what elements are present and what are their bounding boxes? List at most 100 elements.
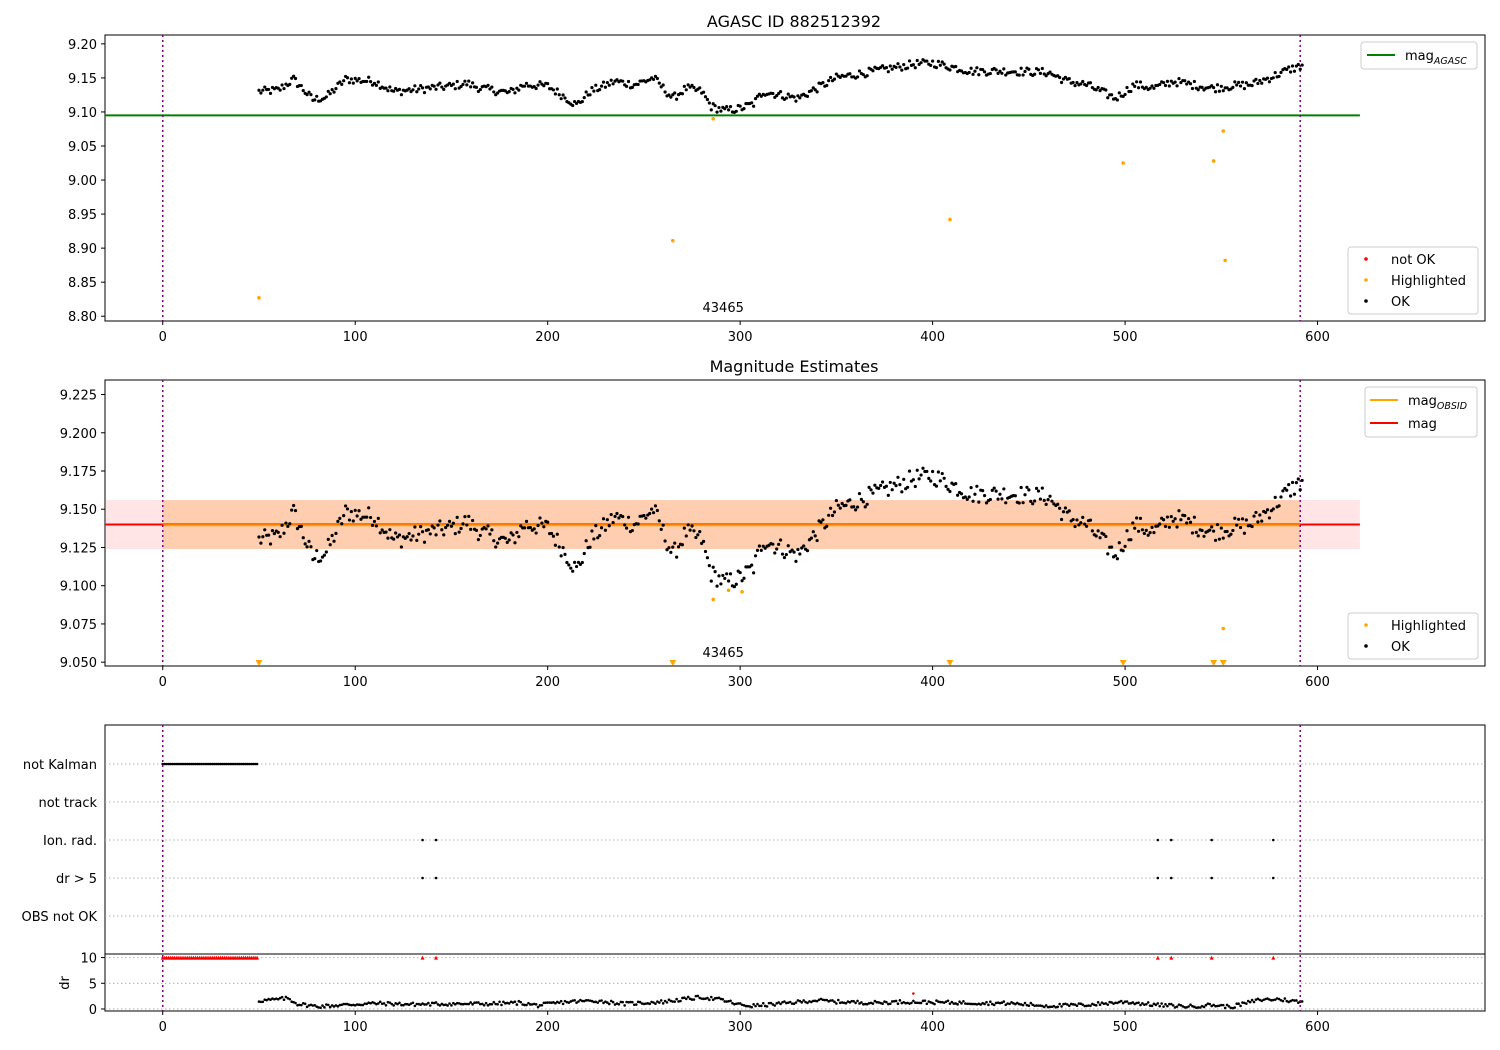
- ok-point: [324, 95, 328, 99]
- ok-point: [490, 85, 494, 89]
- dr-point: [817, 998, 821, 1002]
- ok-point: [365, 79, 369, 84]
- ok-point: [1289, 494, 1293, 498]
- ok-point: [703, 95, 708, 99]
- dr-point: [484, 1001, 488, 1005]
- dr-point: [1110, 1001, 1113, 1004]
- ok-point: [409, 538, 413, 542]
- dr-point: [1189, 1003, 1192, 1006]
- ok-point: [447, 81, 452, 85]
- ok-point: [557, 93, 561, 97]
- ok-point: [738, 570, 742, 575]
- ok-point: [419, 84, 423, 88]
- ok-point: [1079, 82, 1083, 86]
- ok-point: [971, 72, 975, 76]
- dr-point: [261, 1000, 265, 1004]
- ok-point: [763, 546, 767, 550]
- clipped-highlight-marker: [946, 660, 954, 666]
- dr-point: [604, 1000, 607, 1003]
- dr-point: [989, 1000, 992, 1004]
- flag-point: [1156, 838, 1160, 842]
- ok-point: [1044, 74, 1048, 78]
- ok-point: [290, 76, 294, 80]
- ok-point: [1263, 510, 1268, 515]
- ok-point: [326, 537, 330, 542]
- panel-agasc: AGASC ID 882512392 0 100 200 300 400 500 600 8.…: [68, 12, 1486, 345]
- ok-point: [827, 78, 831, 83]
- ok-point: [880, 480, 885, 484]
- ok-point: [415, 90, 419, 94]
- ok-point: [1123, 544, 1127, 548]
- ok-point: [299, 83, 303, 88]
- y-tick-label: 0: [89, 1003, 97, 1018]
- ok-point: [713, 569, 717, 574]
- dr-point: [546, 1001, 549, 1004]
- dr-point: [1014, 1002, 1017, 1006]
- ok-point: [599, 84, 604, 88]
- ok-point: [351, 519, 355, 523]
- ok-point: [509, 531, 513, 535]
- dr-point: [1008, 1002, 1011, 1006]
- ok-point: [690, 524, 694, 528]
- ok-point: [1088, 81, 1093, 85]
- flag-point: [198, 762, 201, 766]
- ok-point: [453, 532, 457, 536]
- ok-point: [584, 90, 588, 94]
- ok-point: [992, 486, 996, 490]
- ok-point: [1196, 88, 1200, 92]
- dr-point: [700, 997, 703, 1000]
- dr-point: [609, 999, 613, 1003]
- ok-point: [661, 523, 665, 527]
- ok-point: [1023, 493, 1027, 497]
- ok-point: [896, 62, 900, 66]
- ok-point: [369, 515, 373, 520]
- dr-point: [348, 1003, 351, 1007]
- ok-point: [484, 527, 488, 531]
- legend-swatch-dot: [1364, 644, 1368, 648]
- dr-point: [888, 1002, 892, 1006]
- ok-point: [447, 519, 452, 523]
- legend-label: mag: [1408, 417, 1437, 432]
- dr-point: [919, 1001, 923, 1005]
- ok-point: [1287, 65, 1291, 69]
- ok-point: [1185, 82, 1189, 86]
- ok-point: [324, 550, 328, 554]
- ok-point: [293, 76, 298, 81]
- ok-point: [1260, 81, 1264, 85]
- ok-point: [611, 82, 615, 86]
- ok-point: [330, 533, 334, 538]
- dr-point: [1187, 1005, 1190, 1008]
- ok-point: [1144, 85, 1148, 89]
- dr-point: [921, 999, 925, 1003]
- dr-point: [1233, 1006, 1237, 1009]
- dr-point: [280, 995, 284, 999]
- ok-point: [1163, 83, 1168, 88]
- ok-point: [802, 544, 806, 548]
- dr-point: [294, 1001, 297, 1005]
- ok-point: [709, 108, 713, 112]
- ok-point: [1279, 70, 1283, 75]
- flag-point: [184, 762, 188, 766]
- ok-point: [513, 91, 517, 95]
- dr-point: [1158, 1004, 1162, 1008]
- flag-point: [211, 762, 215, 766]
- dr-point: [994, 1001, 998, 1005]
- legend-box: [1347, 612, 1479, 660]
- ok-point: [829, 506, 833, 510]
- dr-point: [667, 998, 671, 1002]
- dr-point: [1027, 1004, 1031, 1008]
- ok-point: [1067, 77, 1071, 81]
- dr-point: [806, 1001, 809, 1005]
- dr-point: [971, 1002, 975, 1006]
- ok-point: [517, 535, 521, 539]
- ok-point: [471, 81, 475, 85]
- ok-point: [1210, 525, 1214, 529]
- ok-point: [921, 466, 925, 470]
- ok-point: [1225, 86, 1229, 90]
- ok-point: [442, 87, 446, 91]
- legend-box: [1360, 41, 1478, 70]
- ok-point: [1240, 517, 1245, 521]
- ok-point: [877, 486, 881, 490]
- dr-point: [1277, 997, 1281, 1001]
- ok-point: [332, 539, 336, 543]
